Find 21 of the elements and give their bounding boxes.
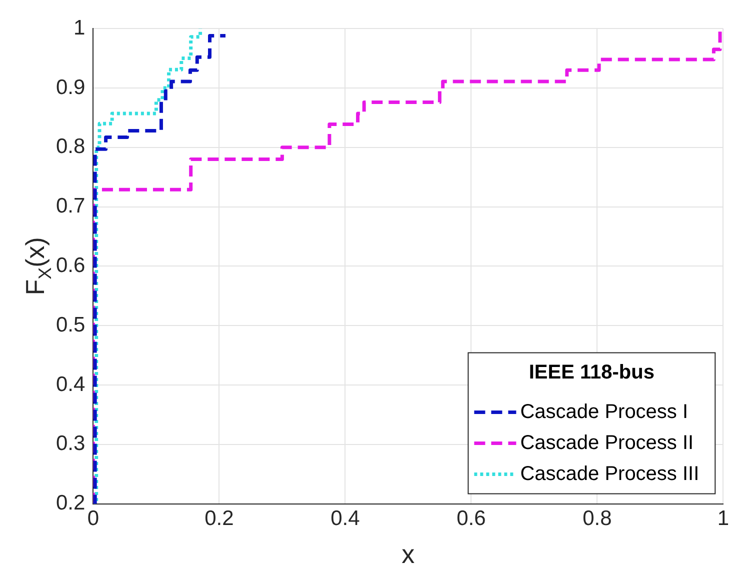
legend-title: IEEE 118-bus [528, 361, 654, 384]
legend-label: Cascade Process I [520, 400, 688, 423]
y-tick-label: 0.4 [56, 372, 86, 396]
y-tick-label: 0.5 [56, 313, 86, 336]
x-tick-label: 0.2 [204, 507, 234, 530]
x-tick-label: 0.6 [456, 507, 486, 530]
legend-label: Cascade Process III [520, 462, 700, 485]
legend-label: Cascade Process II [520, 432, 694, 454]
y-tick-label: 0.8 [56, 135, 86, 158]
x-tick-label: 0 [87, 507, 100, 530]
y-tick-label: 0.9 [56, 76, 86, 99]
x-tick-label: 0.4 [330, 507, 360, 530]
y-tick-label: 0.6 [56, 254, 86, 277]
y-tick-label: 0.7 [56, 194, 86, 218]
x-tick-label: 0.8 [582, 507, 612, 530]
y-tick-label: 0.2 [56, 492, 86, 515]
y-tick-label: 1 [74, 16, 86, 40]
x-axis-title: x [402, 539, 415, 569]
x-tick-label: 1 [717, 507, 730, 530]
y-tick-label: 0.3 [56, 432, 86, 456]
y-axis-title: FX(x) [20, 237, 55, 296]
